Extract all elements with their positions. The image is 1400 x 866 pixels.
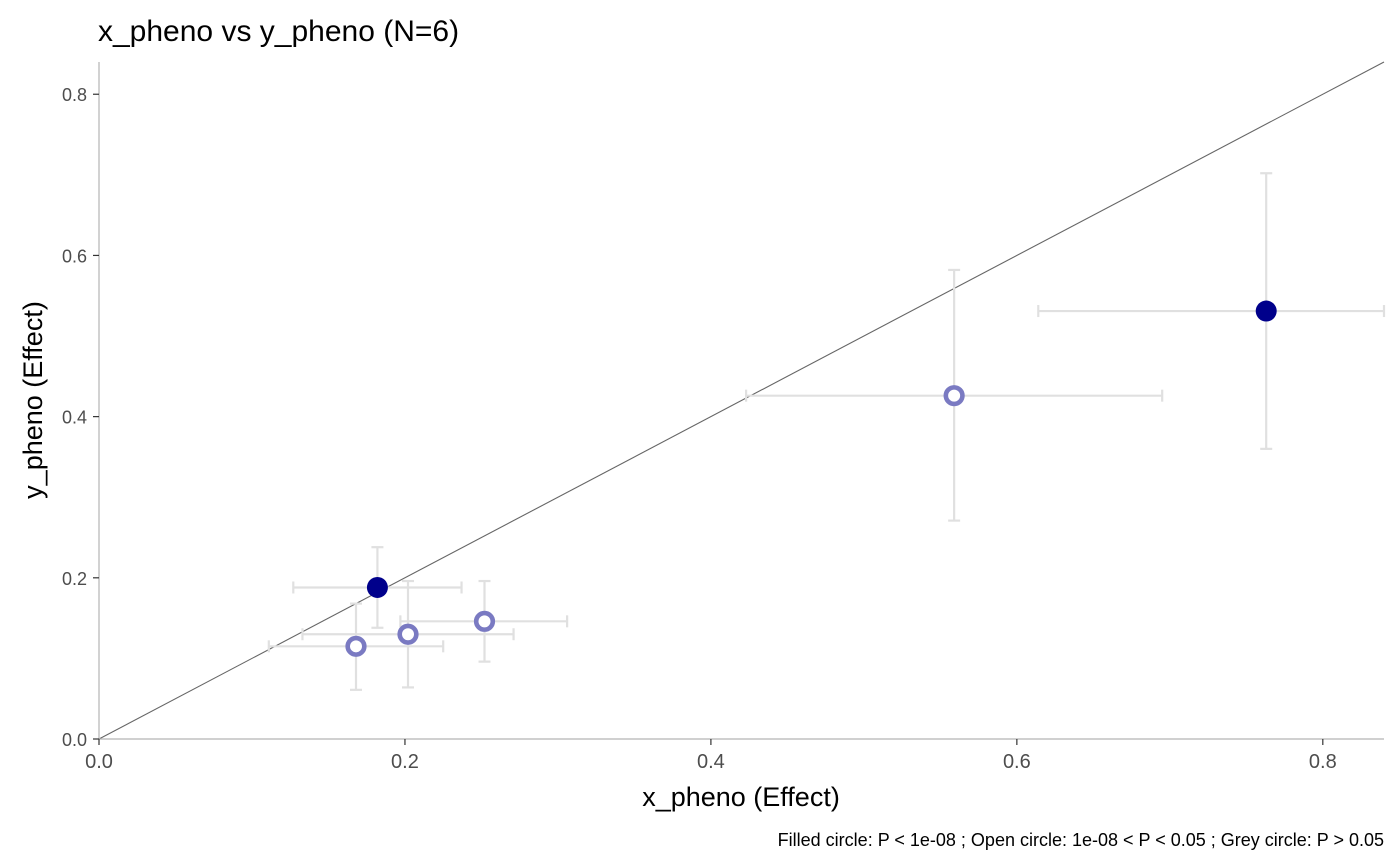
data-point-open: [473, 610, 496, 632]
y-tick-label: 0.4: [62, 408, 87, 428]
x-tick-label: 0.0: [85, 751, 113, 773]
x-tick-label: 0.2: [391, 751, 419, 773]
data-point-filled: [366, 576, 388, 598]
axis-layer: 0.0 0.2 0.4 0.6 0.8 0.0 0.2 0.4 0.6 0.8: [62, 62, 1384, 773]
x-tick-label: 0.4: [697, 751, 725, 773]
y-tick-label: 0.6: [62, 246, 87, 266]
x-tick-label: 0.6: [1003, 751, 1031, 773]
data-point-open: [943, 385, 965, 407]
errorbar-layer: [267, 172, 1386, 691]
reference-line-layer: [98, 61, 1385, 740]
y-tick-label: 0.0: [62, 730, 87, 750]
y-tick-label: 0.8: [62, 85, 87, 105]
data-point-open: [345, 635, 367, 657]
x-axis-title: x_pheno (Effect): [642, 782, 840, 812]
chart-title: x_pheno vs y_pheno (N=6): [98, 15, 459, 48]
y-axis-title: y_pheno (Effect): [18, 301, 48, 499]
reference-line: [98, 61, 1385, 740]
chart-caption: Filled circle: P < 1e-08 ; Open circle: …: [778, 830, 1384, 850]
point-layer: [345, 300, 1277, 657]
y-tick-label: 0.2: [62, 569, 87, 589]
x-tick-label: 0.8: [1309, 751, 1337, 773]
data-point-open: [397, 623, 419, 645]
errorbar: [1037, 172, 1386, 450]
data-point-filled: [1255, 300, 1277, 322]
